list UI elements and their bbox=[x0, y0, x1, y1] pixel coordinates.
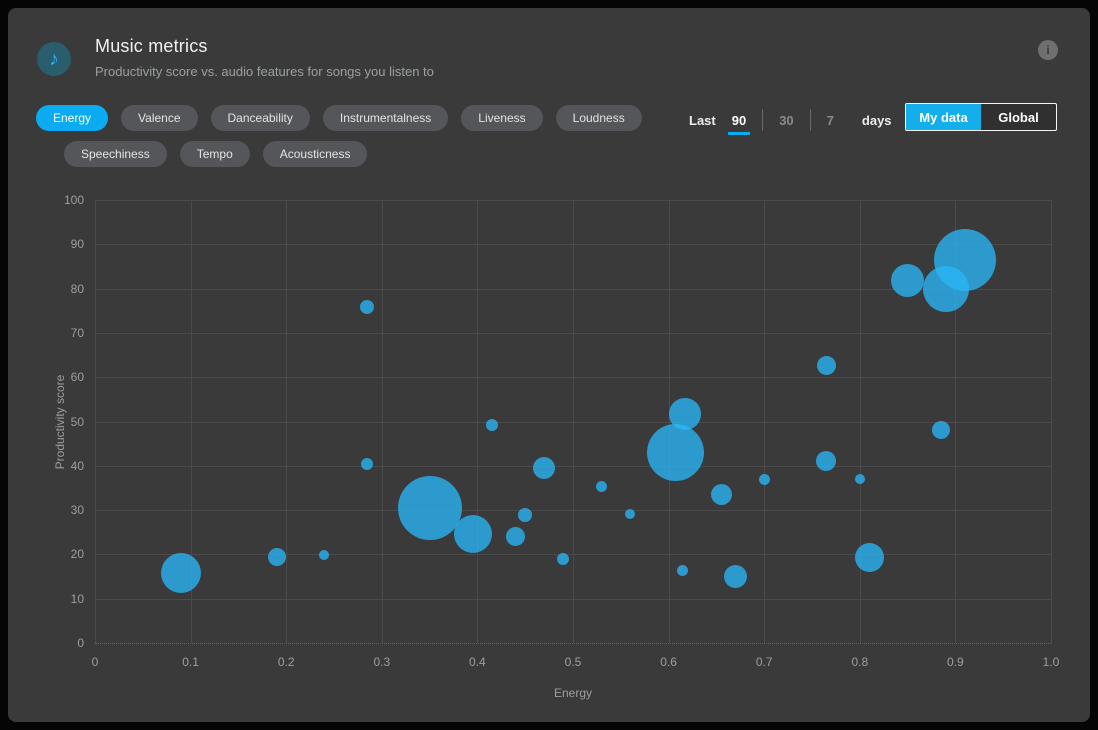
x-axis-label: Energy bbox=[553, 686, 593, 700]
page-subtitle: Productivity score vs. audio features fo… bbox=[95, 64, 434, 79]
y-tick-label: 100 bbox=[63, 193, 84, 207]
feature-chip-row-2: Speechiness Tempo Acousticness bbox=[64, 141, 368, 167]
filter-chip-danceability[interactable]: Danceability bbox=[210, 105, 310, 131]
data-bubble[interactable] bbox=[361, 457, 374, 470]
x-tick-label: 0.7 bbox=[755, 655, 773, 669]
gridline-horizontal bbox=[95, 200, 1051, 201]
gridline-horizontal bbox=[95, 288, 1051, 290]
x-tick-label: 0.3 bbox=[373, 655, 391, 669]
data-bubble[interactable] bbox=[758, 473, 770, 485]
y-tick-label: 30 bbox=[70, 503, 84, 518]
music-metrics-panel: ♪ Music metrics Productivity score vs. a… bbox=[8, 8, 1090, 722]
data-bubble[interactable] bbox=[557, 552, 570, 565]
time-range-prefix: Last bbox=[689, 112, 716, 128]
data-bubble[interactable] bbox=[677, 565, 689, 577]
gridline-horizontal bbox=[95, 465, 1051, 467]
y-tick-label: 70 bbox=[70, 325, 84, 340]
gridline-horizontal bbox=[95, 421, 1051, 423]
y-tick-label: 50 bbox=[70, 414, 84, 429]
y-tick-label: 60 bbox=[70, 370, 84, 385]
scope-option-my-data[interactable]: My data bbox=[906, 104, 981, 130]
data-bubble[interactable] bbox=[854, 474, 865, 485]
info-icon[interactable]: i bbox=[1038, 40, 1058, 60]
x-tick-label: 0.9 bbox=[947, 655, 964, 669]
x-tick-label: 0 bbox=[91, 655, 99, 669]
data-bubble[interactable] bbox=[816, 451, 837, 472]
data-bubble[interactable] bbox=[922, 265, 969, 312]
data-bubble[interactable] bbox=[932, 421, 951, 440]
y-axis-label: Productivity score bbox=[53, 374, 67, 470]
x-tick-label: 0.4 bbox=[469, 655, 486, 669]
time-range-options: 90 30 7 bbox=[716, 109, 850, 135]
data-bubble[interactable] bbox=[267, 548, 286, 567]
filter-chip-valence[interactable]: Valence bbox=[121, 105, 198, 131]
x-tick-label: 0.5 bbox=[564, 655, 582, 669]
data-bubble[interactable] bbox=[518, 507, 533, 522]
y-tick-label: 20 bbox=[70, 547, 84, 562]
time-range-suffix: days bbox=[861, 112, 892, 128]
y-tick-label: 80 bbox=[70, 281, 84, 296]
time-option-90[interactable]: 90 bbox=[727, 110, 751, 135]
x-axis-baseline bbox=[95, 643, 1051, 645]
filter-chip-acousticness[interactable]: Acousticness bbox=[262, 141, 368, 167]
gridline-vertical bbox=[1051, 200, 1052, 643]
x-tick-label: 0.2 bbox=[277, 655, 295, 669]
filter-chip-energy[interactable]: Energy bbox=[36, 105, 109, 131]
data-bubble[interactable] bbox=[724, 565, 748, 589]
filter-chip-speechiness[interactable]: Speechiness bbox=[64, 141, 167, 167]
x-tick-label: 0.6 bbox=[660, 655, 677, 669]
data-bubble[interactable] bbox=[646, 424, 704, 481]
data-bubble[interactable] bbox=[625, 508, 636, 519]
time-option-divider bbox=[762, 109, 764, 131]
gridline-horizontal bbox=[95, 598, 1051, 600]
data-bubble[interactable] bbox=[710, 484, 732, 506]
data-bubble[interactable] bbox=[816, 356, 836, 376]
data-bubble[interactable] bbox=[533, 457, 556, 479]
data-bubble[interactable] bbox=[596, 481, 608, 493]
y-tick-label: 90 bbox=[70, 237, 84, 252]
data-bubble[interactable] bbox=[453, 515, 492, 554]
filter-chip-instrumentalness[interactable]: Instrumentalness bbox=[322, 105, 449, 131]
data-bubble[interactable] bbox=[360, 300, 375, 315]
data-bubble[interactable] bbox=[319, 550, 330, 561]
time-option-7[interactable]: 7 bbox=[826, 112, 834, 128]
scope-option-global[interactable]: Global bbox=[998, 109, 1039, 125]
filter-chip-loudness[interactable]: Loudness bbox=[555, 105, 642, 131]
gridline-horizontal bbox=[95, 244, 1051, 246]
data-bubble[interactable] bbox=[669, 398, 701, 430]
data-bubble[interactable] bbox=[506, 527, 526, 547]
gridline-horizontal bbox=[95, 554, 1051, 556]
y-tick-label: 10 bbox=[70, 591, 84, 606]
data-bubble[interactable] bbox=[891, 264, 925, 298]
filter-chip-tempo[interactable]: Tempo bbox=[179, 141, 250, 167]
page-title: Music metrics bbox=[95, 36, 208, 56]
music-note-glyph: ♪ bbox=[49, 48, 59, 70]
y-tick-label: 40 bbox=[70, 458, 84, 473]
info-glyph: i bbox=[1046, 43, 1050, 57]
scope-toggle: My data Global bbox=[905, 103, 1057, 131]
data-bubble[interactable] bbox=[854, 543, 884, 572]
feature-chip-row-1: Energy Valence Danceability Instrumentalnes… bbox=[36, 105, 642, 131]
gridline-horizontal bbox=[95, 332, 1051, 334]
data-bubble[interactable] bbox=[397, 475, 462, 540]
data-bubble[interactable] bbox=[485, 419, 498, 432]
bubble-chart: Energy Productivity score 0 0.1 0.2 0.3 0.4 0… bbox=[53, 193, 1059, 700]
x-tick-label: 1.0 bbox=[1042, 655, 1060, 669]
time-range-selector: Last 90 30 7 days bbox=[689, 107, 892, 135]
gridline-horizontal bbox=[95, 510, 1051, 512]
time-option-divider bbox=[809, 109, 811, 131]
music-note-icon: ♪ bbox=[37, 42, 71, 76]
gridline-horizontal bbox=[95, 377, 1051, 379]
data-bubble[interactable] bbox=[161, 553, 202, 594]
x-tick-label: 0.1 bbox=[182, 655, 199, 669]
filter-chip-liveness[interactable]: Liveness bbox=[461, 105, 543, 131]
y-tick-label: 0 bbox=[77, 636, 84, 650]
x-tick-label: 0.8 bbox=[851, 655, 869, 669]
time-option-30[interactable]: 30 bbox=[779, 112, 794, 128]
